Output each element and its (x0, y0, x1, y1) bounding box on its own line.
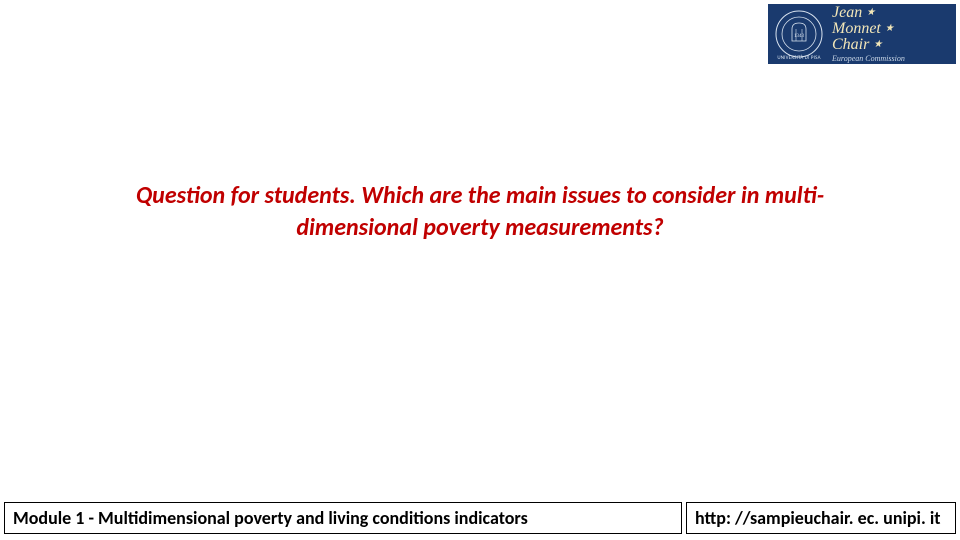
footer: Module 1 - Multidimensional poverty and … (4, 502, 956, 534)
logo-line-2: Monnet ★ (832, 21, 905, 37)
logo-word-1: Jean (832, 5, 862, 21)
star-icon: ★ (866, 8, 875, 18)
header-logo: 1343 UNIVERSITÀ DI PISA Jean ★ Monnet ★ … (768, 4, 956, 64)
svg-text:1343: 1343 (794, 34, 805, 39)
star-icon: ★ (873, 40, 882, 50)
seal-caption: UNIVERSITÀ DI PISA (777, 55, 820, 61)
star-icon: ★ (885, 24, 894, 34)
question-text: Question for students. Which are the mai… (80, 180, 880, 245)
logo-word-2: Monnet (832, 21, 881, 37)
logo-text-block: Jean ★ Monnet ★ Chair ★ European Commiss… (830, 5, 905, 63)
footer-module-title: Module 1 - Multidimensional poverty and … (4, 502, 682, 534)
footer-url: http: //sampieuchair. ec. unipi. it (686, 502, 956, 534)
logo-line-3: Chair ★ (832, 37, 905, 53)
seal-icon: 1343 (774, 9, 824, 59)
logo-subtitle: European Commission (832, 55, 905, 63)
logo-word-3: Chair (832, 37, 869, 53)
logo-line-1: Jean ★ (832, 5, 905, 21)
university-seal: 1343 UNIVERSITÀ DI PISA (774, 9, 824, 59)
